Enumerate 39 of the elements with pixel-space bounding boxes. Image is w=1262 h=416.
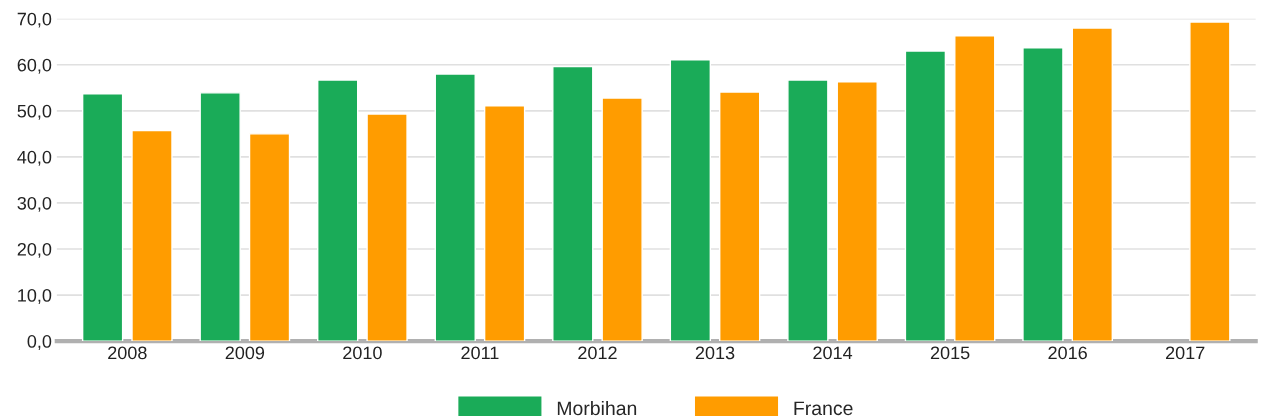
- x-tick-label: 2008: [108, 346, 147, 360]
- x-tick-label: 2017: [1165, 346, 1205, 360]
- y-tick-label: 20,0: [17, 242, 52, 258]
- bar: [1022, 47, 1064, 342]
- bar: [836, 81, 878, 342]
- bar: [954, 35, 996, 342]
- bar: [131, 129, 173, 342]
- y-tick-label: 40,0: [17, 150, 52, 166]
- bar: [317, 79, 359, 342]
- bar: [248, 133, 291, 342]
- x-tick-label: 2012: [578, 346, 617, 360]
- x-tick-label: 2015: [930, 346, 970, 360]
- bar: [483, 105, 526, 342]
- y-tick-label: 10,0: [18, 289, 52, 304]
- bar: [719, 91, 761, 342]
- y-tick-label: 50,0: [17, 104, 52, 120]
- bar: [1189, 21, 1231, 342]
- bar: [787, 79, 829, 342]
- y-tick-label: 30,0: [17, 196, 52, 212]
- x-tick-label: 2010: [343, 346, 382, 360]
- bar: [81, 93, 124, 342]
- x-tick-label: 2014: [813, 346, 853, 360]
- y-tick-label: 60,0: [17, 58, 52, 74]
- bar: [669, 59, 712, 342]
- bar: [366, 113, 408, 342]
- bar: [552, 65, 594, 342]
- bar: [904, 50, 947, 342]
- x-tick-label: 2013: [695, 346, 735, 360]
- legend-label: France: [794, 401, 853, 416]
- x-tick-label: 2016: [1048, 346, 1087, 360]
- bar: [601, 97, 643, 342]
- bar: [1071, 27, 1113, 342]
- bar: [199, 92, 241, 342]
- legend-label: Morbihan: [557, 400, 637, 416]
- bar: [434, 73, 476, 342]
- x-tick-label: 2011: [461, 346, 499, 360]
- x-tick-label: 2009: [225, 346, 265, 360]
- y-tick-label: 0,0: [27, 335, 52, 350]
- y-tick-label: 70,0: [17, 12, 52, 28]
